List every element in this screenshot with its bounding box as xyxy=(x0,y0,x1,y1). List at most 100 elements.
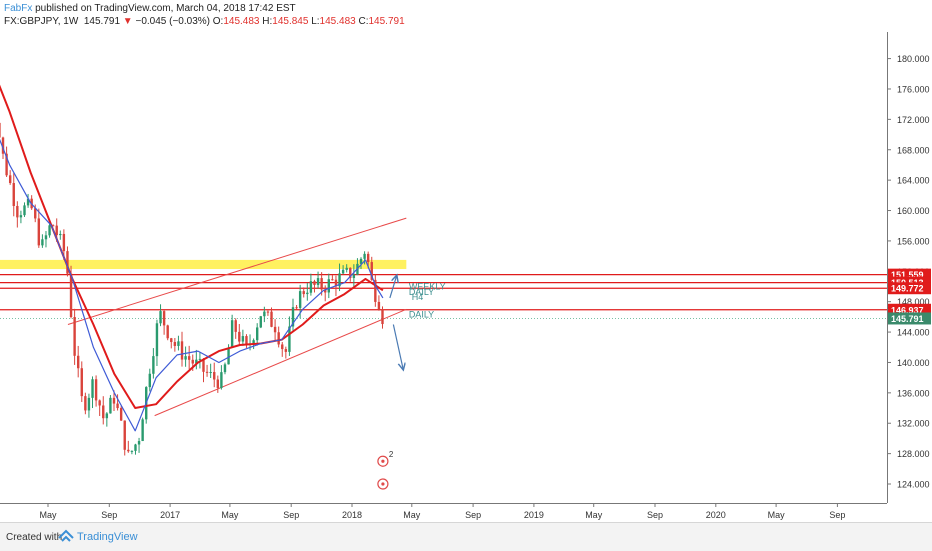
candle-body xyxy=(152,356,155,374)
price-badge-label: 149.772 xyxy=(891,284,924,294)
candle-body xyxy=(266,311,270,313)
y-tick-label: 180.000 xyxy=(897,54,930,64)
candle-body xyxy=(284,349,288,352)
candle-body xyxy=(187,356,191,360)
candle-body xyxy=(119,408,123,421)
x-tick-label: 2018 xyxy=(342,510,362,520)
y-tick-label: 172.000 xyxy=(897,115,930,125)
candle-body xyxy=(198,358,202,360)
candle-body xyxy=(223,364,227,373)
price-badge xyxy=(888,312,931,325)
projection-arrow xyxy=(389,275,397,299)
level-label: DAILY xyxy=(409,310,434,320)
footer: Created with TradingView xyxy=(0,522,932,551)
tradingview-brand[interactable]: TradingView xyxy=(77,531,138,543)
candle-body xyxy=(306,292,309,295)
candle-body xyxy=(91,379,94,398)
candle-body xyxy=(366,253,370,263)
candle-body xyxy=(191,359,194,364)
change-arrow-icon: ▼ xyxy=(122,16,133,27)
level-label: WEEKLY xyxy=(409,281,446,291)
candle-body xyxy=(349,267,352,279)
candle-body xyxy=(255,327,259,341)
y-tick-label: 156.000 xyxy=(897,236,930,246)
candle-body xyxy=(374,279,377,302)
price-badge-label: 151.559 xyxy=(891,270,924,280)
candle-body xyxy=(245,336,248,345)
x-tick-label: 2019 xyxy=(524,510,544,520)
symbol-line: FX:GBPJPY, 1W 145.791 ▼ −0.045 (−0.03%) … xyxy=(4,16,405,28)
candle-body xyxy=(62,233,66,252)
candle-body xyxy=(302,291,305,295)
last-price: 145.791 xyxy=(83,16,121,27)
candle-body xyxy=(12,183,15,206)
x-tick-label: 2017 xyxy=(160,510,180,520)
candle-body xyxy=(0,122,1,138)
candle-body xyxy=(109,397,112,414)
candle-body xyxy=(173,342,177,346)
y-tick-label: 160.000 xyxy=(897,206,930,216)
candle-body xyxy=(220,372,223,388)
candle-body xyxy=(112,397,116,404)
candle-body xyxy=(76,355,80,369)
low-label: L: xyxy=(311,16,320,27)
candle-body xyxy=(338,273,341,287)
candle-body xyxy=(313,281,316,285)
y-tick-label: 136.000 xyxy=(897,388,930,398)
candle-body xyxy=(148,373,151,388)
candle-body xyxy=(16,205,19,218)
y-tick-label: 168.000 xyxy=(897,145,930,155)
x-tick-label: Sep xyxy=(101,510,117,520)
candle-body xyxy=(273,326,277,333)
candle-body xyxy=(370,262,373,280)
candle-body xyxy=(341,269,345,274)
x-tick-label: Sep xyxy=(829,510,845,520)
x-tick-label: May xyxy=(768,510,786,520)
y-tick-label: 144.000 xyxy=(897,328,930,338)
created-with-text: Created with xyxy=(6,532,63,543)
candle-body xyxy=(331,279,334,281)
candle-body xyxy=(41,239,44,246)
candle-body xyxy=(213,372,216,380)
candle-body xyxy=(316,278,320,285)
y-tick-label: 164.000 xyxy=(897,176,930,186)
candle-body xyxy=(230,320,234,348)
candle-body xyxy=(141,419,144,442)
candle-body xyxy=(202,358,205,372)
candle-body xyxy=(195,359,198,364)
price-badge-label: 146.937 xyxy=(891,305,924,315)
publish-info: published on TradingView.com, March 04, … xyxy=(32,3,296,14)
candle-body xyxy=(238,331,241,342)
channel-lower-line xyxy=(154,308,407,417)
candle-body xyxy=(180,341,184,360)
candle-body xyxy=(26,198,30,206)
candle-body xyxy=(66,251,69,274)
x-tick-label: Sep xyxy=(283,510,299,520)
candle-body xyxy=(19,215,23,218)
candle-body xyxy=(252,340,255,344)
y-tick-label: 128.000 xyxy=(897,449,930,459)
change: −0.045 (−0.03%) xyxy=(135,16,210,27)
candle-body xyxy=(23,205,26,216)
price-chart[interactable]: 124.000 128.000 132.000 136.000 140.000 144.0… xyxy=(0,0,932,522)
candle-body xyxy=(170,338,173,343)
candle-body xyxy=(345,267,348,270)
candle-body xyxy=(177,341,180,346)
candle-body xyxy=(295,307,298,309)
candle-body xyxy=(381,309,384,325)
candle-body xyxy=(309,281,313,293)
candle-body xyxy=(159,311,162,324)
candle-body xyxy=(298,291,302,308)
channel-upper-line xyxy=(67,217,407,325)
price-badge-label: 145.791 xyxy=(891,314,924,324)
open-label: O: xyxy=(212,16,224,27)
candle-body xyxy=(216,379,220,388)
x-tick-label: May xyxy=(585,510,603,520)
candle-body xyxy=(241,336,245,342)
author-link[interactable]: FabFx xyxy=(4,3,33,14)
candle-body xyxy=(205,371,209,373)
x-tick-label: Sep xyxy=(465,510,481,520)
event-count: 2 xyxy=(389,450,394,459)
candle-body xyxy=(291,307,295,327)
low-value: 145.483 xyxy=(319,16,356,27)
